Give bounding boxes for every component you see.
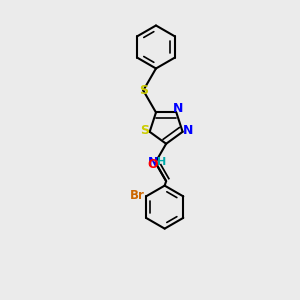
Text: N: N — [183, 124, 193, 137]
Text: Br: Br — [130, 189, 145, 202]
Text: S: S — [139, 84, 148, 97]
Text: N: N — [148, 156, 158, 169]
Text: H: H — [157, 158, 167, 167]
Text: N: N — [172, 102, 183, 116]
Text: O: O — [148, 158, 158, 171]
Text: S: S — [140, 124, 149, 137]
